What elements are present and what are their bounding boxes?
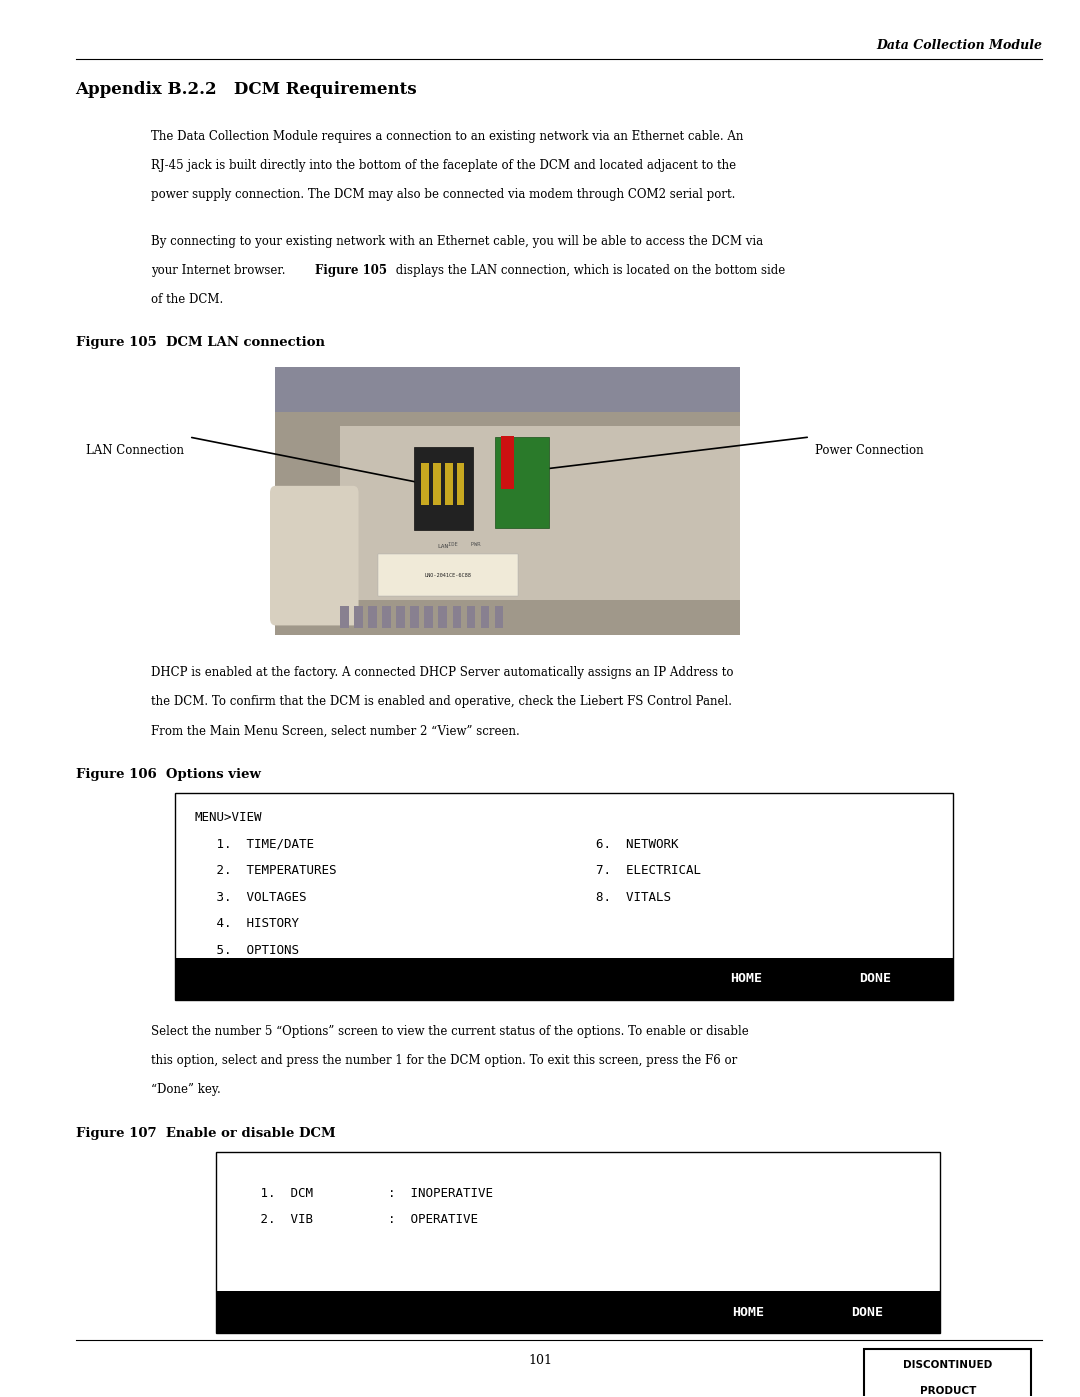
Text: 6.  NETWORK: 6. NETWORK <box>596 838 678 851</box>
Text: 101: 101 <box>528 1354 552 1368</box>
Text: of the DCM.: of the DCM. <box>151 293 224 306</box>
Text: 2.  VIB          :  OPERATIVE: 2. VIB : OPERATIVE <box>238 1213 477 1227</box>
FancyBboxPatch shape <box>175 793 953 1000</box>
Text: 4.  HISTORY: 4. HISTORY <box>194 918 299 930</box>
FancyBboxPatch shape <box>410 606 419 629</box>
Text: HOME: HOME <box>732 1306 764 1319</box>
FancyBboxPatch shape <box>216 1151 940 1333</box>
Text: IDE    PWR: IDE PWR <box>448 542 481 548</box>
FancyBboxPatch shape <box>495 606 503 629</box>
Text: Figure 107  Enable or disable DCM: Figure 107 Enable or disable DCM <box>76 1126 335 1140</box>
Text: PRODUCT: PRODUCT <box>919 1386 976 1396</box>
FancyBboxPatch shape <box>495 437 549 528</box>
FancyBboxPatch shape <box>175 958 953 1000</box>
FancyBboxPatch shape <box>457 464 464 506</box>
FancyBboxPatch shape <box>216 1291 940 1333</box>
Text: your Internet browser.: your Internet browser. <box>151 264 289 277</box>
Text: Data Collection Module: Data Collection Module <box>876 39 1042 52</box>
FancyBboxPatch shape <box>340 606 349 629</box>
Text: 8.  VITALS: 8. VITALS <box>596 891 671 904</box>
FancyBboxPatch shape <box>368 606 377 629</box>
Text: 5.  OPTIONS: 5. OPTIONS <box>194 944 299 957</box>
Text: MENU>VIEW: MENU>VIEW <box>194 812 261 824</box>
FancyBboxPatch shape <box>445 464 453 506</box>
FancyBboxPatch shape <box>275 367 740 412</box>
Text: 2.  TEMPERATURES: 2. TEMPERATURES <box>194 865 337 877</box>
Text: Appendix B.2.2   DCM Requirements: Appendix B.2.2 DCM Requirements <box>76 81 417 98</box>
FancyBboxPatch shape <box>270 486 359 626</box>
Text: LAN: LAN <box>437 545 449 549</box>
FancyBboxPatch shape <box>424 606 433 629</box>
FancyBboxPatch shape <box>864 1348 1031 1397</box>
FancyBboxPatch shape <box>396 606 405 629</box>
FancyBboxPatch shape <box>438 606 447 629</box>
Text: RJ-45 jack is built directly into the bottom of the faceplate of the DCM and loc: RJ-45 jack is built directly into the bo… <box>151 159 737 172</box>
Text: the DCM. To confirm that the DCM is enabled and operative, check the Liebert FS : the DCM. To confirm that the DCM is enab… <box>151 696 732 708</box>
Text: LAN Connection: LAN Connection <box>86 444 185 457</box>
Text: 3.  VOLTAGES: 3. VOLTAGES <box>194 891 307 904</box>
FancyBboxPatch shape <box>275 367 740 636</box>
FancyBboxPatch shape <box>467 606 475 629</box>
Text: LNO-2041CE-6C88: LNO-2041CE-6C88 <box>424 573 472 578</box>
FancyBboxPatch shape <box>481 606 489 629</box>
FancyBboxPatch shape <box>501 436 514 489</box>
Text: DONE: DONE <box>859 972 891 985</box>
Text: Figure 105  DCM LAN connection: Figure 105 DCM LAN connection <box>76 337 325 349</box>
Text: From the Main Menu Screen, select number 2 “View” screen.: From the Main Menu Screen, select number… <box>151 725 519 738</box>
Text: DISCONTINUED: DISCONTINUED <box>903 1361 993 1370</box>
Text: Figure 105: Figure 105 <box>315 264 388 277</box>
Text: The Data Collection Module requires a connection to an existing network via an E: The Data Collection Module requires a co… <box>151 130 743 142</box>
FancyBboxPatch shape <box>378 555 518 597</box>
Text: By connecting to your existing network with an Ethernet cable, you will be able : By connecting to your existing network w… <box>151 235 764 247</box>
Text: Select the number 5 “Options” screen to view the current status of the options. : Select the number 5 “Options” screen to … <box>151 1024 748 1038</box>
Text: 1.  TIME/DATE: 1. TIME/DATE <box>194 838 314 851</box>
Text: power supply connection. The DCM may also be connected via modem through COM2 se: power supply connection. The DCM may als… <box>151 189 735 201</box>
FancyBboxPatch shape <box>382 606 391 629</box>
Text: Power Connection: Power Connection <box>815 444 924 457</box>
FancyBboxPatch shape <box>433 464 441 506</box>
FancyBboxPatch shape <box>340 426 740 601</box>
Text: “Done” key.: “Done” key. <box>151 1083 221 1097</box>
Text: 7.  ELECTRICAL: 7. ELECTRICAL <box>596 865 701 877</box>
Text: DHCP is enabled at the factory. A connected DHCP Server automatically assigns an: DHCP is enabled at the factory. A connec… <box>151 666 733 679</box>
FancyBboxPatch shape <box>453 606 461 629</box>
Text: HOME: HOME <box>730 972 762 985</box>
Text: displays the LAN connection, which is located on the bottom side: displays the LAN connection, which is lo… <box>392 264 785 277</box>
FancyBboxPatch shape <box>421 464 429 506</box>
Text: this option, select and press the number 1 for the DCM option. To exit this scre: this option, select and press the number… <box>151 1053 738 1067</box>
FancyBboxPatch shape <box>354 606 363 629</box>
Text: Figure 106  Options view: Figure 106 Options view <box>76 768 260 781</box>
Text: 1.  DCM          :  INOPERATIVE: 1. DCM : INOPERATIVE <box>238 1186 492 1200</box>
FancyBboxPatch shape <box>414 447 473 531</box>
Text: DONE: DONE <box>851 1306 883 1319</box>
